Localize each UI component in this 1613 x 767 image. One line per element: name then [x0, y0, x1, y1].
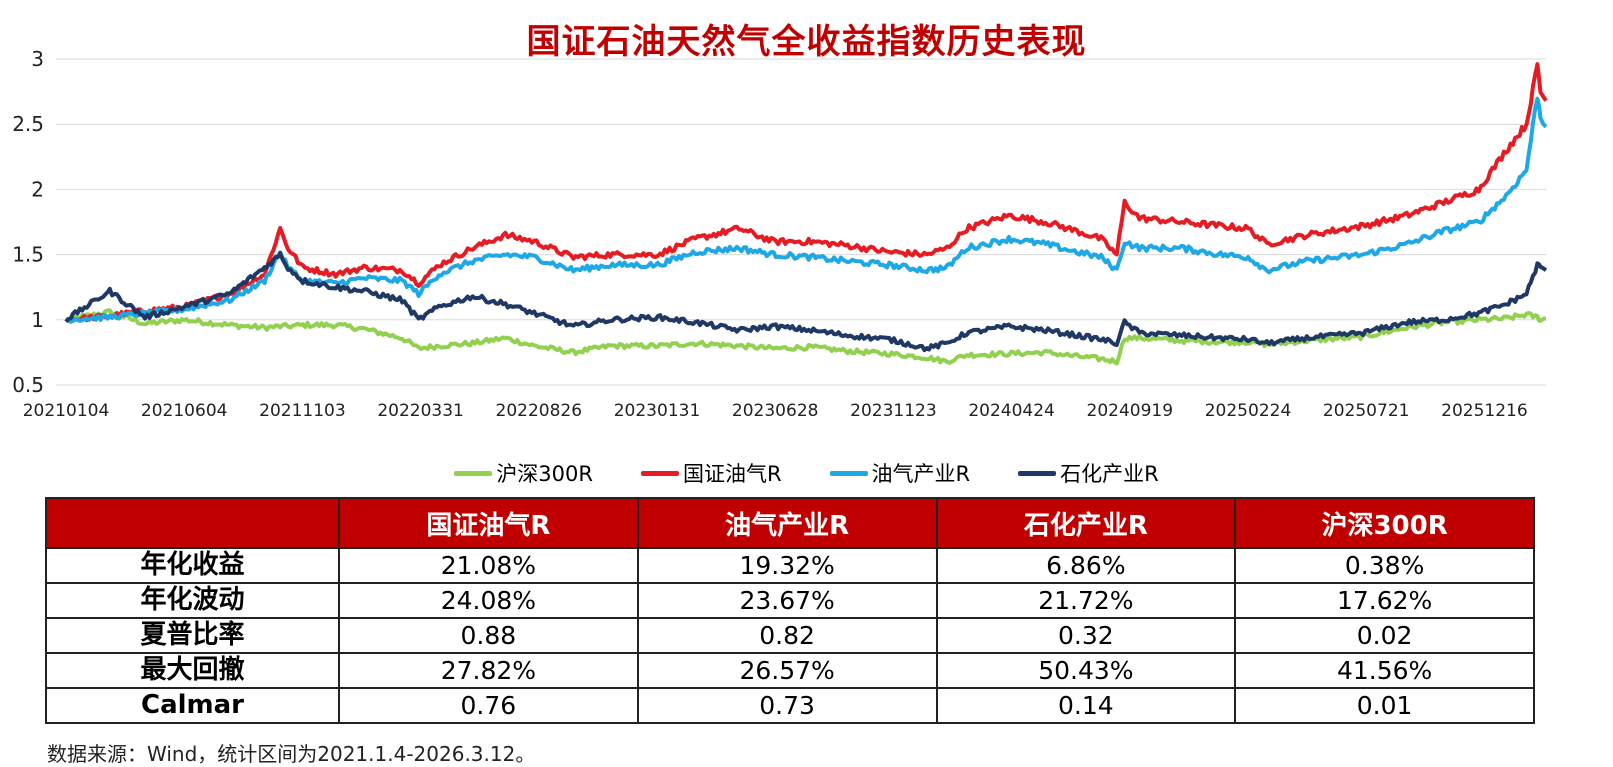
- table-row: 夏普比率 0.88 0.82 0.32 0.02: [45, 617, 1535, 654]
- row-label: Calmar: [45, 687, 340, 724]
- table-cell: 0.14: [935, 687, 1237, 724]
- table-cell: 0.82: [636, 617, 938, 654]
- table-cell: 0.38%: [1234, 547, 1535, 584]
- legend-item-petrochem: 石化产业R: [1018, 458, 1159, 488]
- table-cell: 19.32%: [636, 547, 938, 584]
- chart-title: 国证石油天然气全收益指数历史表现: [526, 22, 1087, 62]
- table-cell: 21.72%: [935, 582, 1237, 619]
- table-cell: 6.86%: [935, 547, 1237, 584]
- legend-label-guozheng-oil: 国证油气R: [682, 462, 782, 486]
- source-note: 数据来源：Wind，统计区间为2021.1.4-2026.3.12。: [47, 742, 536, 766]
- table-cell: 0.32: [935, 617, 1237, 654]
- x-tick-label: 20251216: [1441, 401, 1528, 421]
- table-row: 最大回撤 27.82% 26.57% 50.43% 41.56%: [45, 652, 1535, 689]
- legend-swatch-hs300: [454, 470, 493, 476]
- y-tick-label: 1.5: [12, 243, 44, 267]
- table-header-cell: 石化产业R: [935, 497, 1237, 549]
- y-tick-label: 3: [31, 47, 44, 71]
- line-chart: 0.511.522.53 20210104 20210604 20211103 202…: [12, 47, 1548, 421]
- table-row: 年化收益 21.08% 19.32% 6.86% 0.38%: [45, 547, 1535, 584]
- legend-item-hs300: 沪深300R: [454, 458, 593, 488]
- x-tick-label: 20220826: [496, 401, 583, 421]
- row-label: 年化收益: [45, 547, 340, 584]
- legend-label-oil-industry: 油气产业R: [871, 462, 971, 486]
- series-line-3: [64, 251, 1548, 353]
- table-cell: 0.88: [338, 617, 639, 654]
- table-cell: 21.08%: [338, 547, 639, 584]
- table-cell: 0.76: [338, 687, 639, 724]
- y-tick-label: 0.5: [12, 373, 44, 397]
- x-tick-label: 20220331: [377, 401, 464, 421]
- x-tick-label: 20230628: [732, 401, 819, 421]
- table-header-cell: 油气产业R: [636, 497, 938, 549]
- legend-item-guozheng-oil: 国证油气R: [640, 458, 782, 488]
- table-header-cell: 沪深300R: [1234, 497, 1535, 549]
- x-tick-label: 20250721: [1323, 401, 1410, 421]
- series-lines: [64, 62, 1548, 366]
- row-label: 夏普比率: [45, 617, 340, 654]
- legend-swatch-oil-industry: [829, 470, 868, 476]
- table-cell: 0.73: [636, 687, 938, 724]
- y-tick-label: 2.5: [12, 112, 44, 136]
- table-cell: 0.02: [1234, 617, 1535, 654]
- series-line-1: [65, 62, 1548, 324]
- performance-table: 国证油气R 油气产业R 石化产业R 沪深300R 年化收益 21.08% 19.…: [45, 497, 1535, 724]
- table-header-cell: 国证油气R: [338, 497, 639, 549]
- table-cell: 17.62%: [1234, 582, 1535, 619]
- table-cell: 23.67%: [636, 582, 938, 619]
- x-tick-label: 20211103: [259, 401, 346, 421]
- series-line-2: [65, 96, 1548, 324]
- x-tick-label: 20240424: [968, 401, 1055, 421]
- table-cell: 41.56%: [1234, 652, 1535, 689]
- y-tick-label: 1: [31, 308, 44, 332]
- x-tick-label: 20210104: [23, 401, 110, 421]
- table-row: Calmar 0.76 0.73 0.14 0.01: [45, 687, 1535, 724]
- row-label: 年化波动: [45, 582, 340, 619]
- x-axis-ticks: 20210104 20210604 20211103 20220331 20220826…: [23, 401, 1528, 421]
- y-tick-label: 2: [31, 177, 44, 201]
- table-cell: 0.01: [1234, 687, 1535, 724]
- x-tick-label: 20230131: [614, 401, 701, 421]
- legend-label-hs300: 沪深300R: [496, 462, 593, 486]
- y-axis-ticks: 0.5 1 1.5 2 2.5 3: [12, 47, 44, 397]
- x-tick-label: 20240919: [1087, 401, 1174, 421]
- x-tick-label: 20210604: [141, 401, 228, 421]
- table-row: 年化波动 24.08% 23.67% 21.72% 17.62%: [45, 582, 1535, 619]
- table-cell: 24.08%: [338, 582, 639, 619]
- table-cell: 50.43%: [935, 652, 1237, 689]
- x-tick-label: 20231123: [850, 401, 937, 421]
- chart-legend: 沪深300R 国证油气R 油气产业R 石化产业R: [0, 458, 1613, 488]
- table-cell: 27.82%: [338, 652, 639, 689]
- legend-swatch-petrochem: [1018, 470, 1057, 476]
- legend-label-petrochem: 石化产业R: [1060, 462, 1159, 486]
- table-header-row: 国证油气R 油气产业R 石化产业R 沪深300R: [45, 497, 1535, 549]
- row-label: 最大回撤: [45, 652, 340, 689]
- table-cell: 26.57%: [636, 652, 938, 689]
- table-header-corner: [45, 497, 340, 549]
- x-tick-label: 20250224: [1205, 401, 1292, 421]
- legend-item-oil-industry: 油气产业R: [829, 458, 971, 488]
- legend-swatch-guozheng-oil: [640, 470, 679, 476]
